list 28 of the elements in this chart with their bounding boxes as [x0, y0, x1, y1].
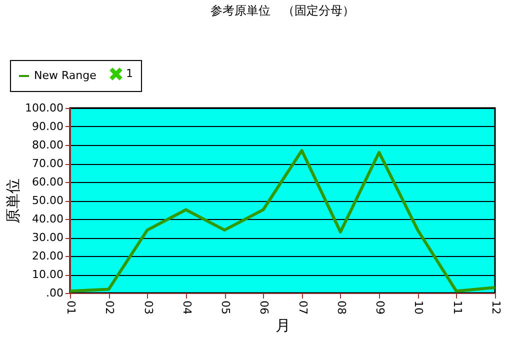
y-tick-label: 70.00: [32, 157, 64, 170]
y-tick-label: 20.00: [32, 250, 64, 262]
y-tick-label: .00: [46, 286, 64, 300]
y-tick-label: 30.00: [32, 231, 64, 244]
x-tick-label: 06: [258, 300, 271, 314]
x-tick-label: 10: [412, 300, 426, 314]
x-axis-title: 月: [276, 316, 290, 334]
x-tick-label: 03: [142, 300, 155, 314]
chart-title: 参考原単位 （固定分母）: [210, 4, 354, 18]
y-tick-label: 40.00: [32, 212, 64, 226]
y-tick-label: 80.00: [32, 138, 64, 152]
x-tick-label: 01: [64, 300, 78, 314]
y-tick-label: 90.00: [32, 120, 64, 133]
x-tick-label: 04: [180, 300, 194, 314]
y-axis-title: 原単位: [4, 178, 22, 224]
x-tick-label: 07: [296, 300, 310, 314]
y-tick-label: 10.00: [32, 268, 64, 281]
y-tick-label: 50.00: [32, 194, 64, 207]
legend-label: New Range: [34, 69, 97, 82]
y-tick-label: 100.00: [25, 102, 64, 114]
x-tick-label: 11: [450, 300, 464, 314]
x-tick-label: 12: [490, 300, 502, 314]
x-tick-label: 05: [219, 300, 232, 314]
legend-label: 1: [126, 67, 133, 80]
x-tick-label: 08: [334, 300, 348, 314]
x-tick-label: 02: [103, 300, 116, 314]
y-tick-label: 60.00: [32, 176, 64, 188]
x-tick-label: 09: [374, 300, 387, 314]
